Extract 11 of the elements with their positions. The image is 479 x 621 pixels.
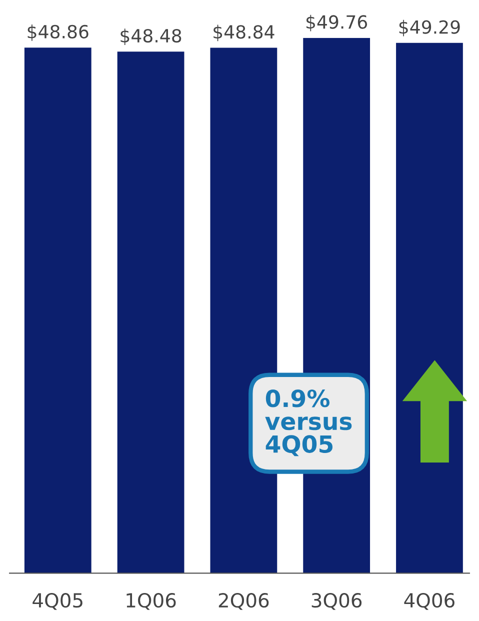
data-label: $49.29 <box>399 20 460 36</box>
x-tick-label: 4Q05 <box>32 592 82 610</box>
x-tick-label: 1Q06 <box>126 592 176 610</box>
annotation: 0.9% versus 4Q05 <box>265 389 352 456</box>
data-label: $48.48 <box>120 28 182 45</box>
data-label: $48.86 <box>28 24 88 41</box>
x-tick-label: 3Q06 <box>312 592 362 610</box>
x-tick-label: 2Q06 <box>218 592 269 610</box>
x-tick-label: 4Q06 <box>404 592 454 610</box>
data-label: $49.76 <box>306 14 368 32</box>
data-label: $48.84 <box>214 24 274 42</box>
